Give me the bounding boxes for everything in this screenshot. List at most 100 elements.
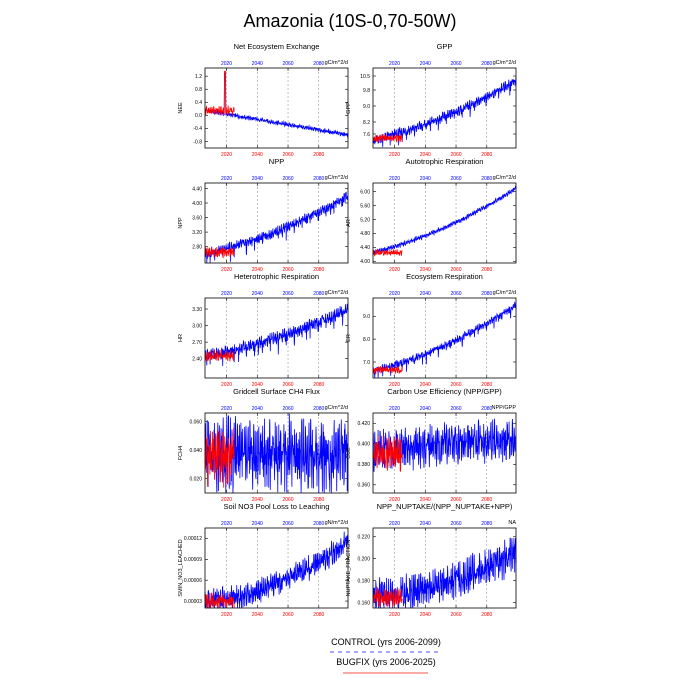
y-tick-label: 0.020 (189, 477, 202, 483)
series-control-line (372, 77, 517, 148)
series-bugfix-line (372, 587, 403, 607)
plot-frame (204, 412, 349, 494)
x-tick-label-top: 2080 (313, 176, 324, 182)
x-tick-label-bottom: 2040 (252, 382, 263, 388)
x-tick-label-bottom: 2060 (450, 267, 461, 273)
x-tick-label-top: 2060 (282, 176, 293, 182)
x-tick-label-top: 2060 (282, 406, 293, 412)
y-axis-label: SMIN_NO3_LEACHED (178, 539, 184, 596)
y-tick-label: 4.40 (192, 186, 202, 192)
page-title: Amazonia (10S-0,70-50W) (243, 11, 456, 31)
y-tick-label: 0.040 (189, 448, 202, 454)
plot-frame (372, 67, 517, 149)
chart-title: Ecosystem Respiration (406, 272, 483, 281)
chart-units: gC/m^2/d (325, 175, 348, 181)
x-tick-label-bottom: 2080 (313, 612, 324, 618)
y-tick-label: 0.00009 (184, 557, 202, 563)
chart-panel-1: GPP gC/m^2/d 2020 2020 2040 2040 2060 2060 2080 2… (346, 42, 517, 158)
plot-frame (372, 412, 517, 494)
x-tick-label-bottom: 2060 (282, 152, 293, 158)
series-bugfix-line (204, 247, 235, 259)
x-tick-label-bottom: 2080 (481, 152, 492, 158)
x-tick-label-bottom: 2080 (481, 612, 492, 618)
x-tick-label-top: 2020 (221, 521, 232, 527)
x-tick-label-top: 2080 (481, 406, 492, 412)
x-tick-label-bottom: 2060 (450, 612, 461, 618)
chart-title: Autotrophic Respiration (406, 157, 484, 166)
x-tick-label-top: 2020 (221, 61, 232, 67)
x-tick-label-bottom: 2020 (221, 382, 232, 388)
y-tick-label: 5.20 (360, 217, 370, 223)
series-bugfix-line (204, 70, 235, 116)
series-bugfix-line (372, 435, 403, 472)
x-tick-label-top: 2080 (313, 521, 324, 527)
x-tick-label-bottom: 2060 (282, 497, 293, 503)
x-tick-label-bottom: 2040 (420, 267, 431, 273)
x-tick-label-bottom: 2040 (252, 497, 263, 503)
x-tick-label-bottom: 2080 (481, 382, 492, 388)
plot-frame (372, 527, 517, 609)
x-tick-label-top: 2040 (420, 61, 431, 67)
y-tick-label: 3.30 (192, 307, 202, 313)
series-bugfix-line (372, 133, 403, 143)
x-tick-label-top: 2020 (221, 176, 232, 182)
y-tick-label: 8.2 (363, 120, 370, 126)
x-tick-label-bottom: 2080 (313, 382, 324, 388)
plot-frame (204, 67, 349, 149)
chart-title: NPP_NUPTAKE/(NPP_NUPTAKE+NPP) (377, 502, 513, 511)
x-tick-label-top: 2040 (420, 406, 431, 412)
x-tick-label-bottom: 2020 (389, 152, 400, 158)
legend: CONTROL (yrs 2006-2099) BUGFIX (yrs 2006… (330, 637, 442, 674)
y-axis-label: NPP (178, 217, 184, 229)
plot-frame (372, 297, 517, 379)
chart-title: GPP (437, 42, 453, 51)
x-tick-label-top: 2020 (389, 291, 400, 297)
x-tick-label-top: 2060 (282, 521, 293, 527)
y-tick-label: 0.360 (357, 483, 370, 489)
y-tick-label: 0.400 (357, 442, 370, 448)
x-tick-label-bottom: 2040 (420, 152, 431, 158)
y-axis-label: ER (346, 334, 352, 342)
x-tick-label-top: 2060 (282, 291, 293, 297)
y-tick-label: 5.60 (360, 203, 370, 209)
legend-control-label: CONTROL (yrs 2006-2099) (331, 637, 441, 647)
x-tick-label-top: 2040 (252, 291, 263, 297)
x-tick-label-bottom: 2040 (420, 612, 431, 618)
y-tick-label: 0.0 (195, 113, 202, 119)
x-tick-label-bottom: 2080 (313, 497, 324, 503)
series-control-line (372, 184, 517, 256)
plot-frame (204, 297, 349, 379)
y-tick-label: 3.20 (192, 230, 202, 236)
x-tick-label-top: 2040 (420, 521, 431, 527)
chart-units: gC/m^2/d (493, 60, 516, 66)
x-tick-label-bottom: 2040 (420, 382, 431, 388)
x-tick-label-top: 2040 (252, 521, 263, 527)
series-bugfix-line (204, 424, 235, 488)
x-tick-label-bottom: 2020 (221, 497, 232, 503)
chart-panel-2: NPP gC/m^2/d 2020 2020 2040 2040 2060 2060 2080 2… (178, 157, 349, 273)
y-axis-label: GPP (346, 102, 352, 114)
y-tick-label: 9.8 (363, 88, 370, 94)
y-tick-label: 0.380 (357, 462, 370, 468)
y-axis-label: FCH4 (178, 446, 184, 460)
series-control-line (204, 191, 349, 264)
x-tick-label-bottom: 2040 (420, 497, 431, 503)
chart-title: Gridcell Surface CH4 Flux (233, 387, 320, 396)
y-tick-label: 0.160 (357, 600, 370, 606)
x-tick-label-top: 2080 (481, 176, 492, 182)
x-tick-label-bottom: 2080 (313, 152, 324, 158)
x-tick-label-top: 2080 (313, 291, 324, 297)
series-control-line (204, 303, 349, 367)
plot-frame (204, 182, 349, 264)
y-tick-label: 0.00012 (184, 536, 202, 542)
x-tick-label-top: 2080 (481, 61, 492, 67)
chart-units: gC/m^2/d (325, 60, 348, 66)
chart-units: NPP/GPP (492, 405, 517, 411)
x-tick-label-bottom: 2020 (389, 382, 400, 388)
y-tick-label: 0.00003 (184, 599, 202, 605)
x-tick-label-bottom: 2040 (252, 612, 263, 618)
chart-panel-7: Carbon Use Efficiency (NPP/GPP)NPP/GPP20… (346, 387, 517, 503)
chart-title: Heterotrophic Respiration (234, 272, 319, 281)
y-axis-label: HR (178, 334, 184, 342)
x-tick-label-top: 2080 (481, 291, 492, 297)
